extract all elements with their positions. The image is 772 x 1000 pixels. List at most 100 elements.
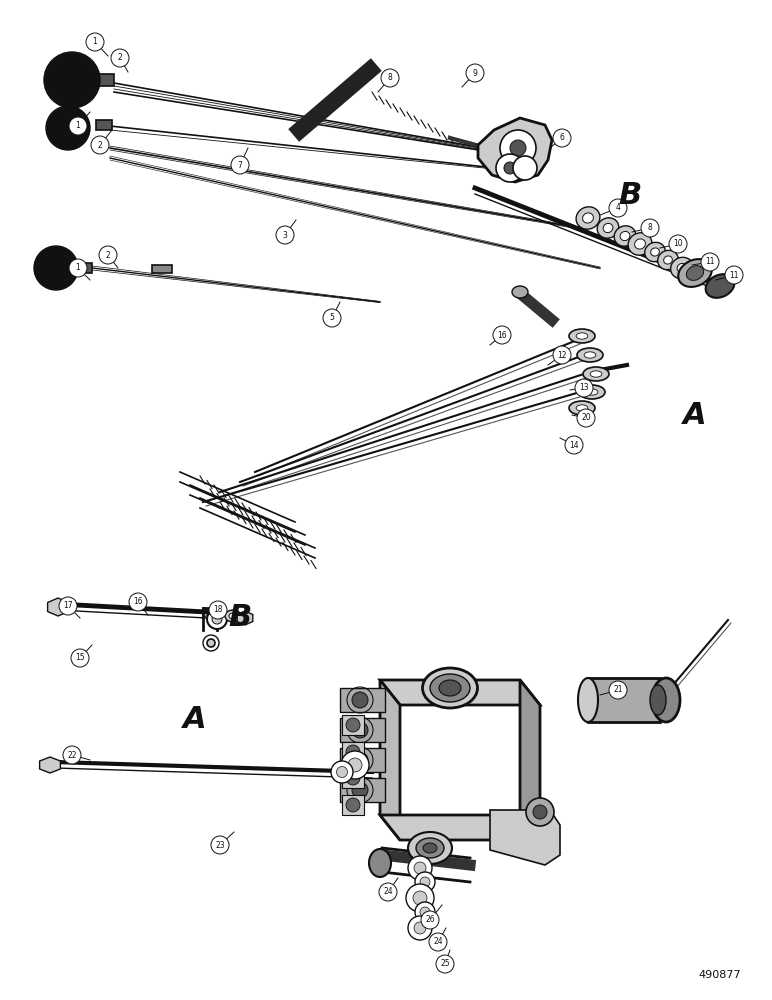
Text: 24: 24 bbox=[383, 888, 393, 896]
Bar bbox=[342, 795, 364, 815]
Polygon shape bbox=[380, 680, 400, 840]
Circle shape bbox=[346, 718, 360, 732]
Ellipse shape bbox=[416, 838, 444, 858]
Ellipse shape bbox=[584, 352, 596, 358]
Text: 2: 2 bbox=[117, 53, 123, 62]
Circle shape bbox=[379, 883, 397, 901]
Polygon shape bbox=[490, 810, 560, 865]
Text: 23: 23 bbox=[215, 840, 225, 850]
Circle shape bbox=[609, 199, 627, 217]
Text: 2: 2 bbox=[97, 140, 103, 149]
Text: 4: 4 bbox=[615, 204, 621, 213]
Circle shape bbox=[420, 907, 430, 917]
Ellipse shape bbox=[598, 218, 619, 238]
Bar bbox=[340, 778, 385, 802]
Ellipse shape bbox=[590, 371, 602, 377]
Circle shape bbox=[44, 52, 100, 108]
Text: 16: 16 bbox=[134, 597, 143, 606]
Circle shape bbox=[46, 106, 90, 150]
Text: 1: 1 bbox=[76, 121, 80, 130]
Text: 11: 11 bbox=[730, 270, 739, 279]
Ellipse shape bbox=[439, 680, 461, 696]
Ellipse shape bbox=[423, 843, 437, 853]
Text: 16: 16 bbox=[497, 330, 506, 340]
Circle shape bbox=[34, 246, 78, 290]
Text: 8: 8 bbox=[388, 74, 392, 83]
Ellipse shape bbox=[576, 333, 587, 339]
Circle shape bbox=[71, 649, 89, 667]
Ellipse shape bbox=[652, 678, 680, 722]
Circle shape bbox=[352, 752, 368, 768]
Bar bbox=[340, 748, 385, 772]
Circle shape bbox=[500, 130, 536, 166]
Polygon shape bbox=[380, 815, 540, 840]
Text: 20: 20 bbox=[581, 414, 591, 422]
Ellipse shape bbox=[576, 207, 600, 229]
Circle shape bbox=[352, 722, 368, 738]
Ellipse shape bbox=[369, 849, 391, 877]
Bar bbox=[342, 768, 364, 788]
Bar bbox=[152, 265, 172, 273]
Ellipse shape bbox=[576, 405, 587, 411]
Circle shape bbox=[337, 766, 347, 778]
Bar bbox=[342, 715, 364, 735]
Circle shape bbox=[348, 758, 362, 772]
Circle shape bbox=[69, 259, 87, 277]
Text: B: B bbox=[618, 180, 642, 210]
Polygon shape bbox=[39, 757, 60, 773]
Text: 26: 26 bbox=[425, 916, 435, 924]
Text: 21: 21 bbox=[613, 686, 623, 694]
Ellipse shape bbox=[408, 832, 452, 864]
Circle shape bbox=[553, 346, 571, 364]
Ellipse shape bbox=[579, 385, 605, 399]
Ellipse shape bbox=[586, 389, 598, 395]
Text: 1: 1 bbox=[93, 37, 97, 46]
Circle shape bbox=[415, 872, 435, 892]
Circle shape bbox=[496, 154, 524, 182]
Circle shape bbox=[725, 266, 743, 284]
Circle shape bbox=[352, 782, 368, 798]
Text: 7: 7 bbox=[238, 160, 242, 169]
Ellipse shape bbox=[650, 685, 666, 715]
Circle shape bbox=[86, 33, 104, 51]
Circle shape bbox=[352, 692, 368, 708]
Ellipse shape bbox=[569, 401, 595, 415]
Polygon shape bbox=[478, 118, 552, 182]
Text: 490877: 490877 bbox=[699, 970, 741, 980]
Circle shape bbox=[420, 877, 430, 887]
Circle shape bbox=[63, 746, 81, 764]
Circle shape bbox=[59, 597, 77, 615]
Circle shape bbox=[575, 379, 593, 397]
Ellipse shape bbox=[671, 257, 693, 279]
Circle shape bbox=[207, 639, 215, 647]
Text: 14: 14 bbox=[569, 440, 579, 450]
Ellipse shape bbox=[583, 213, 594, 223]
Bar bbox=[96, 74, 114, 86]
Text: 22: 22 bbox=[67, 750, 76, 760]
Circle shape bbox=[346, 745, 360, 759]
Circle shape bbox=[414, 862, 426, 874]
Ellipse shape bbox=[645, 242, 665, 262]
Ellipse shape bbox=[512, 286, 528, 298]
Circle shape bbox=[577, 409, 595, 427]
Circle shape bbox=[231, 156, 249, 174]
Circle shape bbox=[346, 771, 360, 785]
Circle shape bbox=[209, 601, 227, 619]
Ellipse shape bbox=[578, 678, 598, 722]
Ellipse shape bbox=[229, 613, 237, 619]
Circle shape bbox=[553, 129, 571, 147]
Ellipse shape bbox=[706, 274, 734, 298]
Circle shape bbox=[493, 326, 511, 344]
Circle shape bbox=[565, 436, 583, 454]
Bar bbox=[78, 263, 92, 273]
Circle shape bbox=[69, 117, 87, 135]
Ellipse shape bbox=[651, 248, 659, 256]
Bar bbox=[588, 678, 660, 722]
Circle shape bbox=[510, 140, 526, 156]
Circle shape bbox=[91, 136, 109, 154]
Circle shape bbox=[346, 798, 360, 812]
Circle shape bbox=[207, 609, 227, 629]
Text: 11: 11 bbox=[706, 257, 715, 266]
Text: 8: 8 bbox=[648, 224, 652, 232]
Circle shape bbox=[701, 253, 719, 271]
